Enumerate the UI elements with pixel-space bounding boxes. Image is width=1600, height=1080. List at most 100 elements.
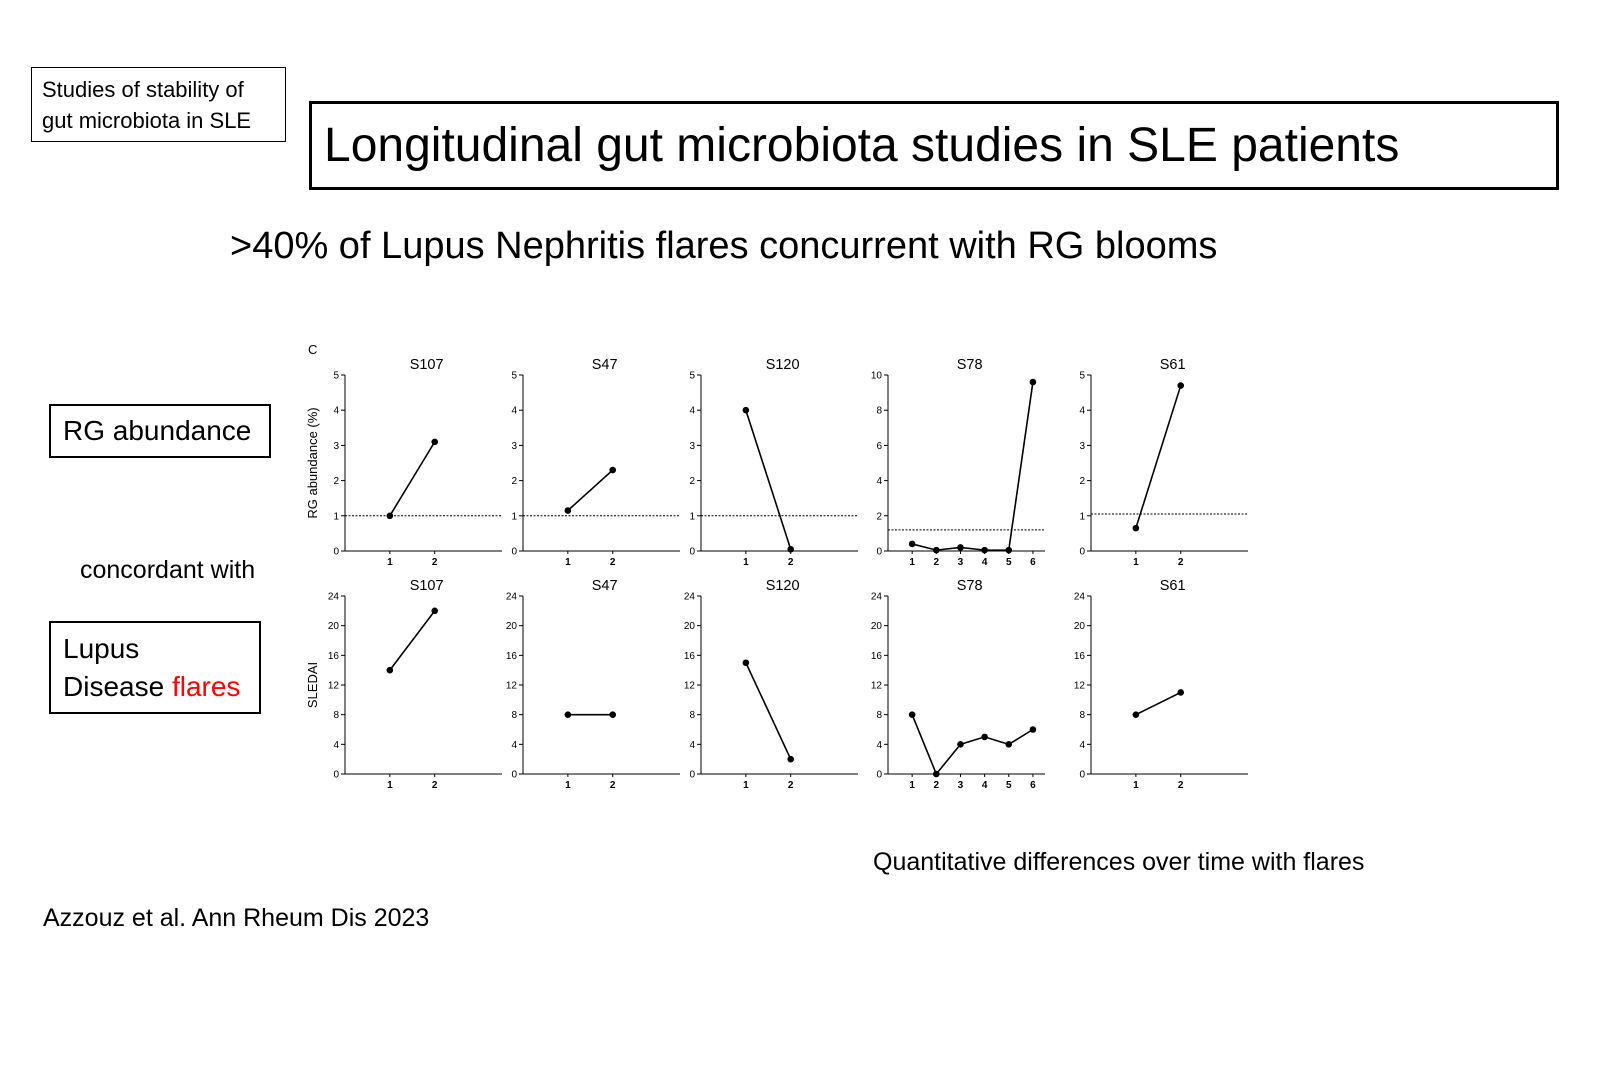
x-tick-label: 1: [565, 557, 571, 568]
lupus-flares-label-box: Lupus Disease flares: [49, 621, 261, 714]
data-point: [933, 546, 940, 554]
y-tick-label: 3: [689, 441, 695, 452]
corner-label-box: Studies of stability of gut microbiota in…: [31, 67, 286, 142]
y-tick-label: 4: [689, 740, 695, 751]
series-line: [745, 662, 792, 760]
x-tick-label: 2: [610, 780, 616, 791]
corner-label-line2: gut microbiota in SLE: [42, 108, 252, 133]
rg-abundance-label-box: RG abundance: [49, 404, 271, 458]
data-point: [386, 512, 394, 520]
y-tick-label: 16: [506, 651, 518, 662]
quantitative-note: Quantitative differences over time with …: [873, 848, 1365, 876]
chart-title: S120: [766, 578, 800, 594]
y-tick-label: 1: [511, 511, 517, 522]
y-tick-label: 4: [1079, 406, 1085, 417]
data-point: [787, 755, 795, 763]
y-tick-label: 24: [684, 592, 696, 603]
data-point: [609, 711, 617, 718]
y-tick-label: 4: [1079, 740, 1085, 751]
y-tick-label: 20: [1074, 621, 1086, 632]
y-tick-label: 16: [871, 651, 883, 662]
y-tick-label: 4: [511, 406, 517, 417]
y-tick-label: 8: [689, 710, 695, 721]
x-tick-label: 1: [743, 780, 749, 791]
x-tick-label: 2: [1178, 780, 1184, 791]
y-tick-label: 0: [689, 770, 695, 781]
y-tick-label: 3: [1079, 441, 1085, 452]
y-tick-label: 0: [1079, 770, 1085, 781]
y-tick-label: 0: [876, 547, 882, 558]
y-tick-label: 4: [333, 740, 339, 751]
data-point: [742, 659, 750, 667]
chart-title: S61: [1160, 357, 1186, 373]
y-tick-label: 2: [511, 476, 517, 487]
y-tick-label: 4: [511, 740, 517, 751]
data-point: [742, 406, 750, 414]
data-point: [1132, 524, 1140, 532]
y-tick-label: 2: [689, 476, 695, 487]
chart-panel-top-s47: S47 0 1 2 3 4 5 1 2: [511, 357, 680, 568]
data-point: [564, 711, 572, 718]
x-tick-label: 3: [958, 557, 964, 568]
data-point: [1005, 741, 1013, 748]
lupus-label-line1: Lupus: [63, 633, 140, 664]
y-tick-label: 3: [333, 441, 339, 452]
data-point: [431, 607, 439, 615]
y-tick-label: 20: [684, 621, 696, 632]
data-point: [609, 466, 617, 474]
data-point: [908, 711, 916, 718]
y-tick-label: 0: [511, 770, 517, 781]
y-tick-label: 5: [333, 371, 339, 382]
x-tick-label: 4: [982, 780, 988, 791]
chart-title: S61: [1160, 578, 1186, 594]
y-tick-label: 8: [511, 710, 517, 721]
y-tick-label: 20: [328, 621, 340, 632]
y-tick-label: 5: [689, 371, 695, 382]
chart-title: S47: [592, 578, 618, 594]
data-point: [564, 507, 572, 514]
y-tick-label: 6: [876, 441, 882, 452]
y-axis-label: SLEDAI: [305, 662, 320, 708]
chart-panel-top-s61: S61 0 1 2 3 4 5 1 2: [1079, 357, 1248, 568]
series-line: [389, 610, 436, 671]
x-tick-label: 1: [743, 557, 749, 568]
x-tick-label: 2: [432, 557, 438, 568]
data-point: [908, 540, 916, 548]
y-tick-label: 0: [333, 770, 339, 781]
y-tick-label: 8: [1079, 710, 1085, 721]
x-tick-label: 4: [982, 557, 988, 568]
subtitle: >40% of Lupus Nephritis flares concurren…: [230, 225, 1218, 267]
x-tick-label: 5: [1006, 780, 1012, 791]
y-tick-label: 5: [511, 371, 517, 382]
y-tick-label: 4: [876, 740, 882, 751]
y-tick-label: 2: [333, 476, 339, 487]
y-tick-label: 12: [506, 681, 518, 692]
data-point: [981, 546, 988, 554]
y-tick-label: 1: [333, 511, 339, 522]
y-tick-label: 4: [689, 406, 695, 417]
y-tick-label: 16: [328, 651, 340, 662]
y-tick-label: 0: [333, 547, 339, 558]
y-tick-label: 10: [871, 371, 883, 382]
y-tick-label: 0: [1079, 547, 1085, 558]
y-tick-label: 8: [876, 406, 882, 417]
x-tick-label: 1: [1133, 780, 1139, 791]
concordant-label: concordant with: [80, 556, 256, 584]
data-point: [386, 666, 394, 674]
y-tick-label: 3: [511, 441, 517, 452]
y-tick-label: 0: [511, 547, 517, 558]
data-point: [1029, 726, 1037, 733]
chart-title: S107: [410, 357, 444, 373]
chart-title: S78: [957, 578, 983, 594]
series-line: [389, 441, 436, 517]
x-tick-label: 3: [958, 780, 964, 791]
chart-title: S78: [957, 357, 983, 373]
x-tick-label: 6: [1030, 780, 1036, 791]
series-line: [911, 714, 1034, 776]
lupus-flares-label: Lupus Disease flares: [51, 623, 259, 713]
